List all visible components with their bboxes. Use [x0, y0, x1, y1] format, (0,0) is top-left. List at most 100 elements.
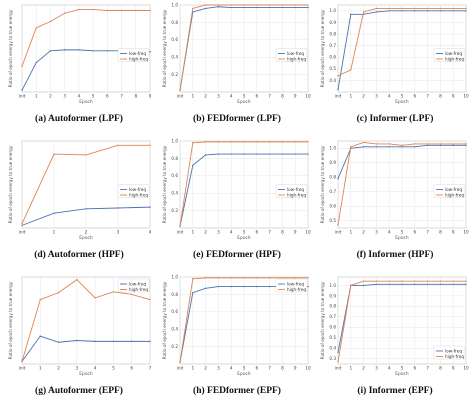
data-point-high-freq [362, 280, 365, 282]
data-point-high-freq [217, 277, 220, 279]
legend-label-high-freq: high-freq [287, 287, 306, 292]
x-tick-label: 5 [401, 230, 404, 235]
data-point-high-freq [452, 143, 454, 145]
data-point-low-freq [307, 153, 309, 155]
data-point-low-freq [21, 224, 23, 227]
data-point-low-freq [256, 285, 258, 288]
y-tick-label: 0.6 [171, 173, 178, 178]
x-tick-label: init [177, 230, 184, 235]
data-point-high-freq [179, 225, 181, 227]
legend-label-low-freq: low-freq [287, 187, 304, 192]
data-point-high-freq [76, 278, 78, 281]
data-point-low-freq [268, 153, 271, 155]
x-tick-label: 4 [230, 94, 233, 99]
legend-label-high-freq: high-freq [445, 192, 464, 197]
x-axis-label: Epoch [237, 235, 251, 241]
data-point-low-freq [426, 283, 429, 286]
x-tick-label: 5 [92, 94, 95, 99]
chart-svg-1: 0.2 0.4 0.6 0.8 1.0 init 1 2 3 4 5 6 7 8 9 10 Epoch Ratio… [162, 2, 311, 105]
x-tick-label: 6 [255, 366, 258, 371]
x-tick-label: 3 [217, 94, 220, 99]
x-tick-label: 7 [426, 94, 429, 99]
data-point-high-freq [63, 12, 66, 14]
data-point-high-freq [120, 9, 123, 12]
data-point-low-freq [204, 287, 207, 290]
data-point-low-freq [439, 283, 442, 286]
x-tick-label: 6 [413, 94, 416, 99]
data-point-high-freq [281, 277, 284, 279]
legend-label-high-freq: high-freq [129, 287, 148, 292]
series-line-low-freq [21, 335, 150, 362]
data-point-high-freq [204, 4, 207, 6]
x-tick-label: 7 [149, 366, 152, 371]
x-axis-label: Epoch [79, 235, 93, 241]
data-point-low-freq [452, 10, 454, 12]
chart-svg-0: init 1 2 3 4 5 6 7 8 9 Epoch Ratio of epoch energy … [8, 4, 152, 105]
data-point-high-freq [117, 144, 119, 147]
y-tick-label: 0.8 [329, 31, 336, 36]
data-point-high-freq [401, 7, 403, 10]
x-tick-label: 1 [35, 94, 38, 99]
data-point-high-freq [149, 298, 151, 301]
panel-caption: (b) FEDformer (LPF) [193, 114, 281, 124]
data-point-high-freq [94, 297, 96, 299]
chart-svg-2: 0.4 0.5 0.6 0.7 0.8 0.9 1.0 init 1 2 3 4 5 6 7 8 9 10 Epoc… [320, 4, 469, 105]
data-point-low-freq [362, 146, 365, 148]
data-point-low-freq [414, 10, 416, 12]
series-line-high-freq [21, 9, 150, 67]
legend-box [275, 184, 308, 198]
legend-box [117, 184, 150, 198]
data-point-high-freq [230, 141, 232, 143]
data-point-low-freq [217, 153, 220, 155]
x-tick-label: 2 [362, 94, 365, 99]
y-tick-label: 0.3 [329, 356, 336, 361]
data-point-high-freq [78, 8, 80, 11]
chart-svg-5: 0.5 0.6 0.7 0.8 0.9 1.0 init 1 2 3 4 5 6 7 8 9 10 Epoch Ra… [320, 140, 469, 241]
data-point-high-freq [268, 141, 271, 143]
x-axis-label: Epoch [237, 99, 251, 105]
x-tick-label: init [335, 230, 342, 235]
data-point-high-freq [57, 291, 60, 294]
x-tick-label: 7 [268, 94, 271, 99]
data-point-high-freq [401, 144, 403, 147]
data-point-high-freq [362, 11, 365, 13]
x-tick-label: 3 [217, 366, 220, 371]
legend-box [275, 278, 308, 293]
legend-box [275, 48, 308, 62]
panel-caption: (g) Autoformer (EPF) [35, 386, 123, 396]
chart-svg-7: 0.2 0.4 0.6 0.8 1.0 init 1 2 3 4 5 6 7 8 9 10 Epoch Ratio… [162, 274, 311, 377]
x-tick-label: 8 [281, 230, 284, 235]
data-point-high-freq [204, 277, 207, 279]
chart-svg-8: 0.3 0.4 0.5 0.6 0.7 0.8 0.9 1.0 init 1 2 3 4 5 6 7 8 9 10 E… [320, 276, 469, 377]
data-point-high-freq [439, 280, 442, 282]
legend-box [433, 345, 466, 360]
x-tick-label: 2 [85, 230, 88, 235]
data-point-low-freq [388, 146, 390, 148]
data-point-high-freq [307, 141, 309, 143]
data-point-high-freq [256, 277, 258, 279]
y-tick-label: 0.4 [171, 55, 178, 60]
x-axis-label: Epoch [395, 235, 409, 241]
x-tick-label: 3 [375, 366, 378, 371]
x-tick-label: init [177, 366, 184, 371]
data-point-high-freq [21, 360, 23, 363]
x-tick-label: 8 [281, 94, 284, 99]
data-point-low-freq [281, 6, 284, 9]
x-tick-label: 3 [76, 366, 79, 371]
x-axis-label: Epoch [395, 371, 409, 377]
y-tick-label: 1.0 [329, 8, 336, 13]
y-tick-label: 0.7 [329, 43, 336, 48]
x-tick-label: 5 [243, 230, 246, 235]
y-tick-label: 0.8 [171, 292, 178, 297]
data-point-low-freq [307, 6, 309, 9]
x-tick-label: 9 [294, 366, 297, 371]
data-point-high-freq [35, 27, 37, 29]
data-point-high-freq [401, 280, 403, 282]
data-point-low-freq [268, 285, 271, 288]
x-tick-label: init [19, 366, 26, 371]
data-point-low-freq [149, 206, 151, 208]
y-tick-label: 1.0 [171, 274, 178, 279]
chart-panel-7: 0.2 0.4 0.6 0.8 1.0 init 1 2 3 4 5 6 7 8 9 10 Epoch Ratio… [158, 272, 316, 407]
y-tick-label: 0.6 [329, 325, 336, 330]
